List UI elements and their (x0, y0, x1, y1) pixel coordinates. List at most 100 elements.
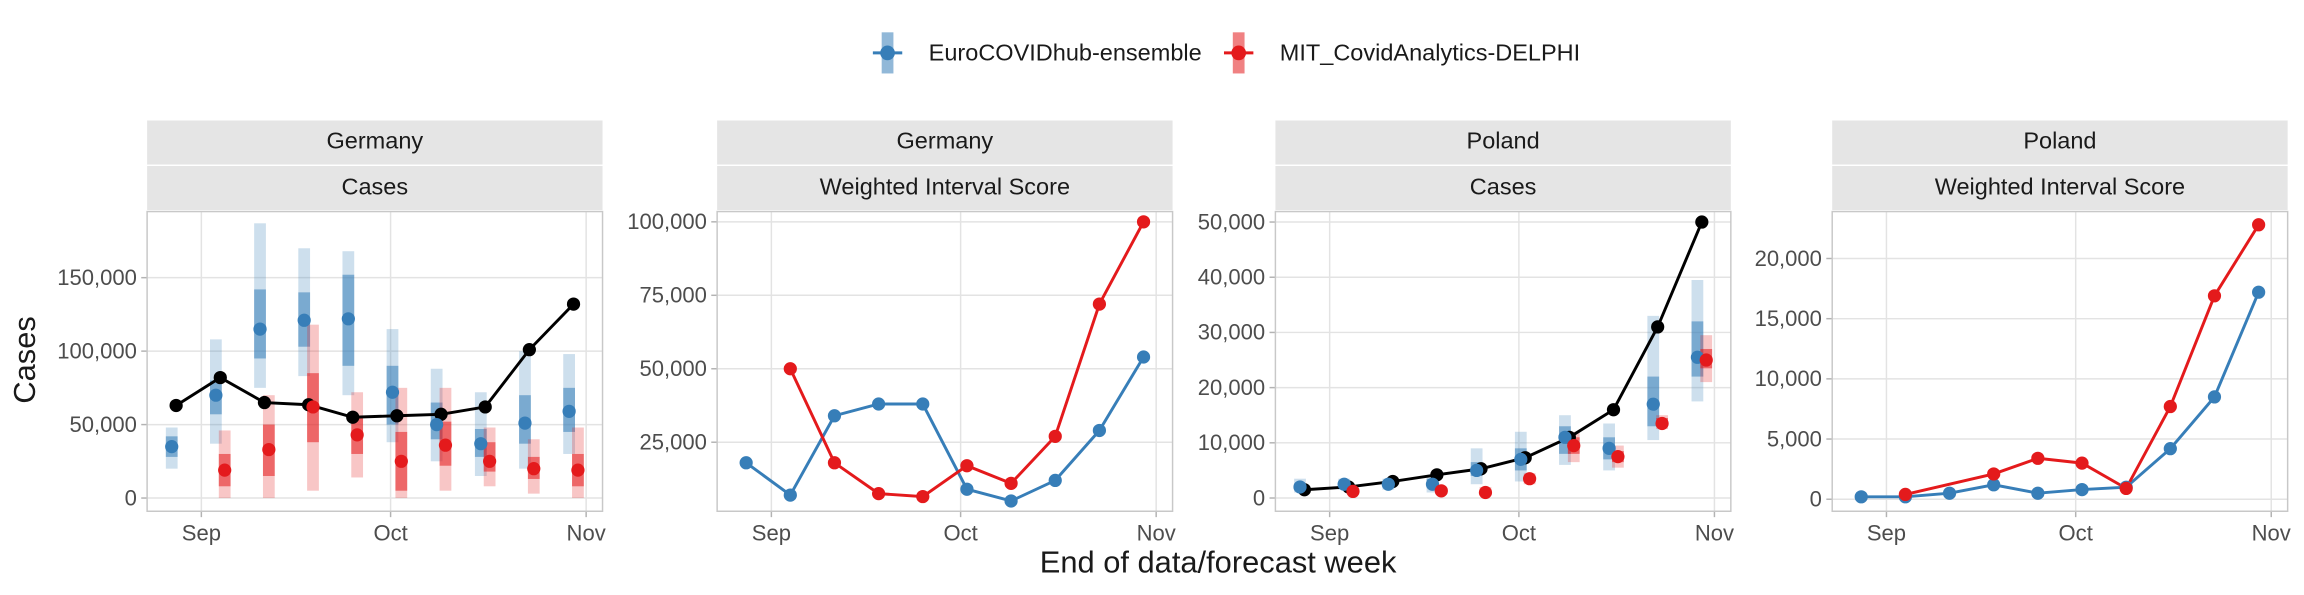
score-point (2252, 218, 2266, 232)
x-tick-label: Nov (2252, 521, 2291, 546)
panel-background (1832, 211, 2288, 512)
observed-point (478, 400, 492, 414)
forecast-point (474, 437, 488, 451)
score-point (2075, 456, 2089, 470)
x-axis-title: End of data/forecast week (1040, 544, 1397, 579)
score-point (916, 489, 930, 504)
panel-background (717, 211, 1173, 512)
score-point (739, 456, 753, 470)
observed-point (346, 410, 360, 424)
x-tick-label: Nov (567, 521, 606, 546)
forecast-point (1381, 477, 1395, 491)
y-tick-label: 100,000 (57, 338, 137, 363)
strip-label: Weighted Interval Score (1935, 173, 2185, 199)
forecast-point (1478, 485, 1493, 500)
strip-label: Poland (2023, 128, 2096, 154)
forecast-point (518, 416, 532, 430)
panel: Poland Weighted Interval Score 0 5,000 10,00… (1755, 120, 2291, 546)
panel-border (146, 210, 604, 512)
x-tick-label: Oct (1502, 521, 1536, 546)
forecast-point (1558, 430, 1572, 444)
legend-swatch (880, 45, 895, 61)
forecast-point (1434, 484, 1448, 498)
observed-point (1695, 215, 1709, 229)
y-tick-label: 0 (1810, 487, 1822, 512)
forecast-point (1514, 452, 1528, 466)
y-axis-title: Cases (7, 316, 42, 403)
panel-background (1275, 211, 1731, 512)
forecast-point (1655, 416, 1669, 431)
strip-label: Cases (342, 173, 409, 199)
score-point (1136, 215, 1151, 229)
y-tick-label: 20,000 (1755, 246, 1822, 271)
forecast-point (306, 400, 320, 414)
y-tick-label: 100,000 (627, 209, 707, 234)
score-point (827, 456, 842, 470)
forecast-point (483, 454, 497, 468)
strip-label: Germany (327, 128, 424, 154)
observed-point (1651, 320, 1665, 334)
strip-background (717, 166, 1173, 211)
forecast-point (253, 322, 267, 336)
score-point (2075, 482, 2089, 497)
forecast-point (1699, 353, 1713, 367)
score-point (1898, 487, 1912, 502)
x-tick-label: Oct (943, 521, 977, 546)
score-point (2207, 289, 2222, 303)
score-line (745, 356, 1145, 503)
observed-point (1606, 403, 1621, 417)
score-point (960, 459, 974, 473)
x-tick-label: Nov (1137, 521, 1176, 546)
forecast-point (385, 385, 400, 399)
forecast-point (165, 440, 179, 454)
forecast-point (562, 404, 576, 418)
x-tick-label: Sep (1867, 521, 1906, 546)
score-point (1987, 467, 2001, 481)
forecast-point (218, 463, 232, 477)
score-point (2119, 481, 2133, 496)
x-tick-label: Nov (1695, 521, 1734, 546)
score-point (916, 397, 930, 411)
forecast-point (341, 312, 355, 326)
panel-border (1274, 210, 1732, 512)
score-point (783, 362, 797, 376)
score-point (1942, 486, 1957, 500)
strip-background (717, 120, 1173, 165)
strip-background (147, 166, 603, 211)
score-point (2207, 390, 2222, 404)
panel: Germany Cases 0 50,000 100,000 150,000 Sep Oct N… (57, 120, 606, 546)
observed-point (257, 395, 272, 410)
observed-point (566, 297, 581, 311)
score-point (872, 487, 886, 501)
strip-label: Poland (1467, 128, 1540, 154)
forecast-point (1293, 480, 1307, 494)
strip-background (1275, 166, 1731, 211)
forecast-point (1470, 463, 1484, 478)
forecast-point (1611, 450, 1625, 464)
score-point (2031, 451, 2045, 465)
strip-label: Cases (1470, 173, 1537, 199)
y-tick-label: 10,000 (1198, 430, 1265, 455)
score-point (1048, 429, 1062, 443)
observed-line (175, 303, 575, 419)
score-point (1987, 478, 2001, 492)
score-point (1048, 473, 1062, 488)
score-point (872, 397, 886, 411)
score-point (827, 409, 842, 423)
panel-border (716, 210, 1174, 512)
x-tick-label: Oct (2059, 521, 2093, 546)
x-tick-label: Sep (182, 521, 221, 546)
score-point (1092, 297, 1107, 311)
strip-label: Germany (897, 128, 994, 154)
observed-point (390, 409, 404, 423)
y-tick-label: 15,000 (1755, 306, 1822, 331)
forecast-point (1522, 472, 1537, 486)
y-tick-label: 50,000 (640, 356, 707, 381)
strip-label: Weighted Interval Score (820, 173, 1070, 199)
forecast-point (438, 438, 453, 452)
legend-label: MIT_CovidAnalytics-DELPHI (1280, 40, 1580, 66)
score-point (2031, 486, 2045, 500)
score-point (1004, 476, 1018, 490)
forecast-point (1646, 397, 1660, 411)
